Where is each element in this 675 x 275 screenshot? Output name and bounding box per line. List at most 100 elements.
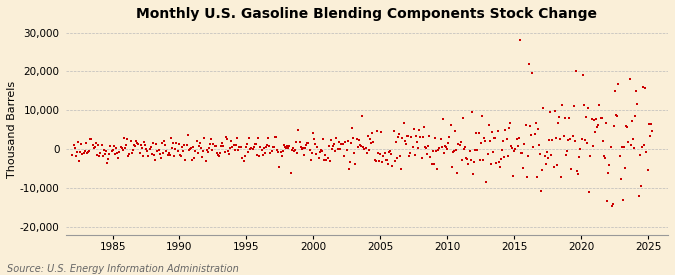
Point [70, 146, 80, 150]
Point [352, 145, 363, 149]
Point [495, 157, 506, 161]
Point [257, 153, 268, 157]
Point [204, 145, 215, 150]
Point [230, 147, 240, 152]
Point [295, 145, 306, 150]
Point [354, 138, 364, 142]
Point [543, 156, 554, 160]
Point [566, 167, 577, 172]
Point [625, 143, 636, 147]
Point [631, 89, 642, 93]
Point [283, 146, 294, 151]
Point [255, 145, 266, 150]
Point [624, 77, 635, 81]
Point [471, 131, 482, 135]
Point [262, 143, 273, 147]
Point [105, 144, 116, 148]
Point [434, 145, 445, 150]
Point [182, 133, 193, 137]
Point [142, 149, 153, 153]
Point [348, 136, 358, 141]
Point [373, 151, 383, 156]
Point [551, 163, 562, 167]
Point [560, 152, 571, 157]
Point [218, 144, 229, 148]
Point [385, 148, 396, 153]
Point [151, 141, 162, 146]
Point [323, 143, 334, 148]
Point [412, 145, 423, 150]
Point [626, 119, 637, 123]
Point [609, 124, 620, 128]
Point [219, 150, 230, 154]
Point [528, 145, 539, 149]
Point [519, 142, 530, 146]
Point [298, 145, 308, 150]
Point [264, 144, 275, 148]
Point [284, 144, 295, 148]
Point [435, 136, 446, 141]
Point [594, 103, 605, 108]
Point [320, 153, 331, 158]
Point [524, 62, 535, 66]
Point [506, 144, 516, 148]
Point [521, 174, 532, 179]
Point [240, 153, 250, 158]
Point [333, 139, 344, 144]
Point [548, 164, 559, 169]
Point [237, 156, 248, 161]
Point [247, 147, 258, 152]
Point [95, 150, 106, 155]
Point [597, 139, 608, 144]
Point [261, 145, 271, 150]
Point [340, 140, 351, 144]
Point [259, 151, 270, 155]
Point [308, 137, 319, 142]
Point [138, 153, 148, 158]
Point [349, 151, 360, 156]
Point [393, 135, 404, 140]
Point [321, 158, 332, 162]
Point [176, 154, 186, 158]
Point [111, 146, 122, 150]
Point [432, 167, 443, 171]
Point [529, 131, 540, 136]
Point [133, 142, 144, 147]
Point [235, 145, 246, 149]
Point [84, 149, 95, 154]
Point [360, 146, 371, 150]
Point [605, 145, 616, 149]
Point [334, 147, 345, 151]
Point [504, 121, 515, 125]
Point [68, 143, 79, 147]
Point [398, 121, 409, 125]
Point [288, 146, 298, 151]
Point [114, 149, 125, 154]
Point [417, 134, 428, 139]
Point [583, 106, 593, 111]
Point [308, 131, 319, 136]
Point [386, 152, 397, 156]
Point [621, 124, 632, 128]
Point [279, 143, 290, 147]
Point [630, 114, 641, 118]
Point [473, 131, 484, 135]
Point [130, 144, 140, 148]
Point [462, 157, 472, 161]
Point [319, 158, 329, 163]
Point [86, 137, 97, 142]
Point [456, 158, 467, 162]
Point [641, 150, 652, 154]
Point [618, 145, 629, 149]
Point [442, 147, 453, 151]
Point [128, 142, 139, 147]
Point [102, 161, 113, 166]
Point [492, 128, 503, 133]
Point [359, 146, 370, 151]
Point [162, 153, 173, 157]
Point [589, 118, 599, 122]
Point [537, 168, 547, 172]
Point [171, 141, 182, 145]
Point [466, 110, 477, 115]
Point [106, 148, 117, 153]
